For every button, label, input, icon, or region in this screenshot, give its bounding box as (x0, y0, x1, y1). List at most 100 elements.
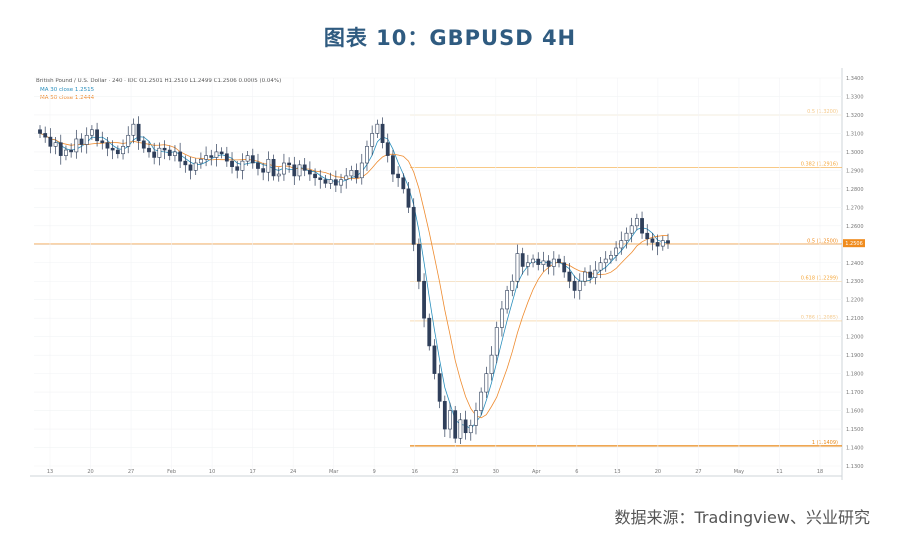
candle-body (204, 155, 208, 160)
candle-body (629, 225, 634, 234)
candle-body (173, 151, 177, 156)
candle-body (442, 401, 447, 430)
chart-area[interactable]: British Pound / U.S. Dollar · 240 · IDC … (30, 68, 868, 480)
price-badge: 1.2506 (843, 239, 865, 248)
page-title: 图表 10：GBPUSD 4H (323, 26, 577, 50)
x-tick-label: 9 (373, 469, 376, 475)
candle-body (230, 160, 234, 167)
candles (38, 116, 670, 445)
y-tick-label: 1.1300 (846, 464, 864, 470)
candlestick-chart[interactable]: British Pound / U.S. Dollar · 240 · IDC … (30, 68, 868, 480)
y-tick-label: 1.3200 (846, 113, 864, 119)
candle-body (261, 168, 266, 173)
candle-body (634, 218, 639, 227)
y-tick-label: 1.1800 (846, 372, 864, 378)
candle-body (557, 258, 561, 264)
candle-body (660, 240, 665, 247)
candle-body (297, 164, 302, 177)
y-axis: 1.3400 1.3300 1.3200 1.3100 1.3000 1.2900 1.28… (34, 76, 864, 470)
candle-body (147, 147, 151, 153)
candle-body (74, 138, 79, 153)
candle-body (624, 232, 629, 241)
x-tick-label: 13 (614, 469, 620, 475)
candle-body (598, 262, 603, 271)
candle-body (339, 179, 343, 186)
x-tick-label: 13 (47, 469, 53, 475)
x-tick-label: Feb (167, 469, 176, 475)
candle-body (235, 166, 240, 171)
fib-level-label: 0.5 (1.2500) (807, 238, 838, 244)
candle-body (354, 170, 359, 179)
price-badge-box (843, 239, 865, 248)
y-tick-label: 1.3000 (846, 150, 864, 156)
candle-body (193, 162, 198, 171)
candle-body (375, 123, 380, 134)
candle-body (136, 123, 141, 142)
candle-body (167, 149, 172, 156)
y-tick-label: 1.3100 (846, 131, 864, 137)
y-tick-label: 1.1600 (846, 409, 864, 415)
candle-body (178, 151, 183, 162)
y-tick-label: 1.2600 (846, 224, 864, 230)
legend-ma30: MA 30 close 1.2515 (40, 87, 95, 93)
candle-body (401, 177, 406, 190)
candle-body (432, 345, 437, 374)
candle-body (468, 425, 473, 434)
y-tick-label: 1.2900 (846, 168, 864, 174)
candle-body (666, 240, 670, 244)
candle-body (328, 179, 333, 184)
candle-body (313, 173, 317, 179)
candle-body (505, 290, 510, 310)
y-tick-label: 1.2300 (846, 279, 864, 285)
candle-body (307, 170, 312, 175)
candle-body (214, 151, 219, 158)
candle-body (276, 173, 281, 177)
candle-body (53, 142, 58, 147)
x-axis: 13 20 27 Feb 10 17 24 Mar 9 16 23 30 Apr 6 13 20 27 May 11… (47, 78, 823, 476)
fib-level-label: 0.382 (1.2916) (801, 161, 838, 167)
candle-body (572, 280, 577, 291)
candle-body (245, 155, 250, 162)
candle-body (448, 410, 452, 430)
candle-body (609, 255, 613, 260)
candle-body (188, 164, 193, 171)
candle-body (453, 410, 458, 439)
x-tick-label: 18 (817, 469, 823, 475)
x-tick-label: 23 (452, 469, 458, 475)
candle-body (562, 262, 567, 273)
candle-body (551, 258, 556, 267)
candle-body (380, 123, 385, 143)
candle-body (458, 419, 463, 439)
candle-body (209, 155, 214, 158)
candle-body (323, 179, 328, 184)
fib-level-label: 0.618 (1.2299) (801, 275, 838, 281)
candle-body (655, 242, 660, 247)
x-tick-label: Mar (329, 469, 339, 475)
candle-body (359, 162, 364, 179)
candle-body (69, 149, 74, 153)
candle-body (110, 147, 115, 151)
candle-body (282, 162, 286, 175)
candle-body (577, 280, 582, 291)
candle-body (396, 173, 401, 179)
candle-body (105, 142, 110, 149)
candle-body (90, 129, 94, 136)
x-tick-label: 24 (290, 469, 296, 475)
x-tick-label: 10 (209, 469, 215, 475)
candle-body (333, 179, 338, 186)
candle-body (318, 177, 323, 180)
x-tick-label: 20 (87, 469, 93, 475)
candle-body (391, 155, 395, 175)
candle-body (525, 262, 530, 267)
candle-body (126, 134, 131, 147)
candle-body (240, 160, 245, 171)
chart-header: British Pound / U.S. Dollar · 240 · IDC … (36, 78, 281, 84)
candle-body (541, 260, 546, 265)
candle-body (344, 175, 349, 180)
x-tick-label: 27 (695, 469, 701, 475)
candle-body (131, 123, 136, 136)
candle-body (588, 271, 593, 278)
x-tick-label: Apr (532, 469, 542, 475)
candle-body (567, 271, 572, 282)
candle-body (256, 162, 260, 169)
